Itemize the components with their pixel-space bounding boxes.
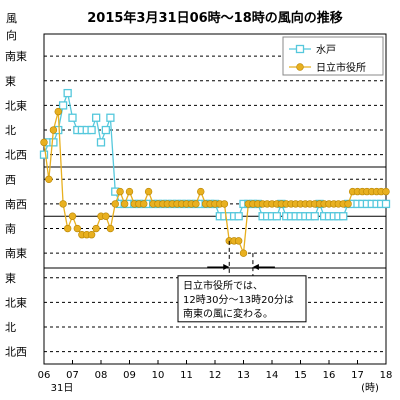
data-point-square (39, 150, 49, 159)
data-point-circle (45, 175, 53, 183)
data-point-circle (220, 200, 229, 208)
data-point-square (49, 138, 58, 147)
x-tick-label: 09 (123, 370, 136, 381)
y-tick-label: 東 (5, 75, 16, 88)
x-axis-unit-label: (時) (361, 382, 379, 394)
y-tick-label: 南 (5, 223, 16, 236)
y-axis-label-char: 風 (6, 12, 17, 25)
data-point-circle (68, 212, 77, 220)
x-tick-label: 13 (237, 370, 250, 381)
data-point-square (272, 212, 281, 221)
data-point-circle (344, 200, 352, 208)
x-tick-label: 07 (66, 370, 79, 381)
data-point-circle (49, 126, 58, 134)
y-tick-label: 北 (5, 321, 16, 334)
data-point-circle (111, 200, 119, 208)
y-axis-label-text: 風向 (6, 12, 17, 42)
x-tick-label: 06 (38, 370, 51, 381)
legend-label: 日立市役所 (316, 61, 366, 74)
data-point-square (68, 113, 77, 122)
data-point-circle (63, 224, 72, 233)
x-tick-label: 11 (180, 370, 193, 381)
interval-arrow-right-head (252, 263, 259, 270)
data-point-circle (120, 200, 129, 208)
annotation-text: 12時30分～13時20分は (183, 294, 294, 306)
chart-title: 2015年3月31日06時～18時の風向の推移 (87, 10, 343, 26)
data-point-circle (144, 187, 153, 196)
data-point-square (234, 212, 243, 221)
data-point-square (92, 113, 101, 122)
annotation-text: 日立市役所では、 (183, 279, 263, 292)
x-tick-label: 16 (323, 370, 336, 381)
data-point-circle (102, 212, 110, 220)
y-tick-label: 北 (5, 124, 16, 137)
y-tick-label: 北東 (5, 296, 27, 309)
x-tick-label: 08 (95, 370, 108, 381)
x-tick-labels: 06 07 08 09 10 11 12 13 14 15 16 17 18 (38, 360, 393, 381)
data-point-circle (40, 138, 48, 147)
data-point-circle (140, 200, 148, 208)
x-tick-label: 10 (152, 370, 165, 381)
legend-marker-square (295, 44, 305, 54)
series-layer (39, 88, 391, 257)
data-point-circle (116, 187, 124, 196)
x-tick-label: 14 (266, 370, 279, 381)
data-point-circle (234, 237, 243, 245)
x-tick-label: 15 (294, 370, 307, 381)
annotation-text: 南東の風に変わる。 (183, 307, 273, 320)
y-tick-label: 南東 (5, 50, 27, 63)
data-point-circle (239, 249, 248, 257)
legend-marker-circle (296, 63, 304, 71)
y-axis-label-char: 向 (6, 28, 17, 42)
x-tick-label: 12 (209, 370, 222, 381)
y-tick-label: 東 (5, 272, 16, 285)
data-point-circle (125, 187, 134, 196)
data-point-square (381, 199, 391, 209)
y-tick-label: 北東 (5, 99, 27, 112)
data-point-square (58, 101, 68, 110)
data-point-circle (73, 224, 82, 233)
date-label: 31日 (51, 383, 74, 394)
x-tick-label: 18 (380, 370, 393, 381)
y-tick-label: 南東 (5, 247, 27, 260)
x-tick-label: 17 (351, 370, 364, 381)
data-point-circle (106, 224, 115, 233)
y-tick-label: 北西 (5, 346, 27, 359)
data-point-square (106, 113, 115, 122)
data-point-circle (382, 187, 390, 196)
legend-label: 水戸 (316, 44, 336, 56)
data-point-circle (54, 107, 62, 116)
data-point-circle (87, 231, 96, 239)
y-axis-label: 風向 (6, 12, 17, 42)
data-point-circle (192, 200, 200, 208)
data-point-square (310, 212, 319, 221)
data-point-square (101, 125, 110, 135)
data-point-square (87, 125, 96, 135)
interval-arrow-left-head (223, 263, 230, 270)
data-point-circle (197, 187, 205, 196)
data-point-square (63, 88, 72, 98)
y-tick-label: 西 (5, 173, 16, 186)
data-point-square (96, 138, 106, 147)
annotation-box (177, 275, 307, 323)
data-point-circle (59, 200, 67, 208)
data-point-square (339, 212, 348, 221)
y-tick-label: 北西 (5, 149, 27, 162)
y-tick-label: 南西 (5, 198, 27, 211)
data-point-circle (92, 224, 100, 233)
